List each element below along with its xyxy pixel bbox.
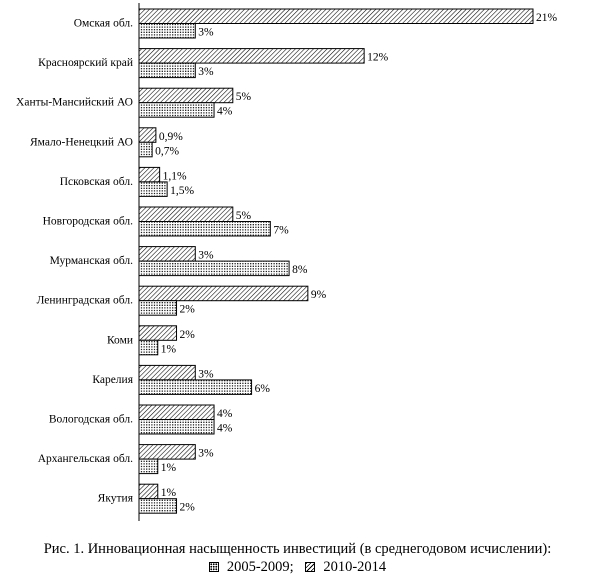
bar-2005-2009 [138,379,253,395]
category-label: Якутия [98,493,134,505]
bar-2005-2009 [138,181,168,197]
data-label: 7% [273,225,289,237]
bar-2005-2009 [138,260,290,277]
data-label: 2% [180,304,196,316]
bar-2005-2009 [138,419,215,435]
data-label: 1,1% [163,170,187,182]
category-group: Мурманская обл. 3% 8% [50,246,308,277]
bar-2005-2009 [138,23,196,39]
category-group: Архангельская обл. 3% 1% [38,444,214,475]
bar-2010-2014 [138,444,196,460]
data-label: 1% [161,487,177,499]
category-label: Ханты-Мансийский АО [16,97,133,109]
data-label: 1% [161,462,177,474]
data-label: 3% [198,448,214,460]
hatched-swatch-icon [305,562,316,572]
bar-2005-2009 [138,498,178,514]
category-label: Омская обл. [74,18,133,30]
bar-2010-2014 [138,483,159,500]
legend-label: 2005-2009; [226,559,294,575]
data-label: 4% [217,106,233,118]
dotted-swatch-icon [208,562,219,572]
legend-label: 2010-2014 [323,559,387,575]
category-group: Коми 2%1% [107,325,196,356]
data-label: 8% [292,264,308,276]
data-label: 5% [236,210,252,222]
data-label: 2% [180,502,196,514]
category-label: Красноярский край [38,57,133,69]
category-group: Якутия 1%2% [98,483,196,514]
figure-caption: Рис. 1. Инновационная насыщенность инвес… [43,541,552,557]
data-label: 0,9% [159,131,183,143]
bar-2010-2014 [138,166,161,183]
bar-2010-2014 [138,404,215,420]
bar-2010-2014 [138,246,196,262]
chart-legend: 2005-2009; 2010-2014 [0,559,595,576]
category-label: Вологодская обл. [49,414,133,426]
bar-2010-2014 [138,364,196,381]
category-label: Псковская обл. [60,176,133,188]
bar-2010-2014 [138,8,534,24]
category-group: Красноярский край 12% 3% [38,48,389,79]
category-label: Коми [107,334,133,346]
data-label: 12% [367,52,389,64]
data-label: 0,7% [155,145,179,157]
bar-2005-2009 [138,62,196,79]
bar-2005-2009 [138,339,159,356]
bar-2010-2014 [138,206,234,222]
bar-2010-2014 [138,87,234,104]
data-label: 4% [217,423,233,435]
category-group: Омская обл. 21% 3% [74,8,558,39]
data-label: 1% [161,343,177,355]
data-label: 3% [198,368,214,380]
category-group: Ханты-Мансийский АО 5%4% [16,87,252,118]
bar-chart: Омская обл. 21% 3% Красноярский край 12% 3% Ха… [16,3,558,521]
bar-2005-2009 [138,221,271,237]
bar-2005-2009 [138,102,215,118]
data-label: 9% [311,289,327,301]
category-group: Новгородская обл. 5% 7% [43,206,289,237]
data-label: 3% [198,250,214,262]
category-group: Ямало-Ненецкий АО 0,9% 0,7% [30,127,183,158]
data-label: 3% [198,27,214,39]
data-label: 21% [536,12,558,24]
legend-item-2010-2014: 2010-2014 [305,559,386,576]
category-group: Псковская обл. 1,1% 1,5% [60,166,195,197]
data-label: 2% [180,329,196,341]
category-group: Карелия 3% 6% [92,364,271,395]
category-label: Карелия [92,374,133,386]
bar-2005-2009 [138,458,159,475]
category-label: Новгородская обл. [43,216,134,228]
bar-2010-2014 [138,325,178,341]
bar-2005-2009 [138,141,153,158]
bar-2005-2009 [138,300,178,316]
category-label: Ленинградская обл. [37,295,134,307]
data-label: 6% [255,383,271,395]
category-group: Ленинградская обл. 9% 2% [37,285,327,316]
bar-2010-2014 [138,48,365,64]
bar-2010-2014 [138,285,309,302]
data-label: 4% [217,408,233,420]
category-label: Мурманская обл. [50,255,134,267]
data-label: 5% [236,91,252,103]
category-group: Вологодская обл. 4% 4% [49,404,233,435]
category-label: Ямало-Ненецкий АО [30,136,133,148]
data-label: 3% [198,66,214,78]
category-label: Архангельская обл. [38,453,133,465]
data-label: 1,5% [170,185,194,197]
legend-item-2005-2009: 2005-2009; [208,559,294,576]
bar-2010-2014 [138,127,157,143]
